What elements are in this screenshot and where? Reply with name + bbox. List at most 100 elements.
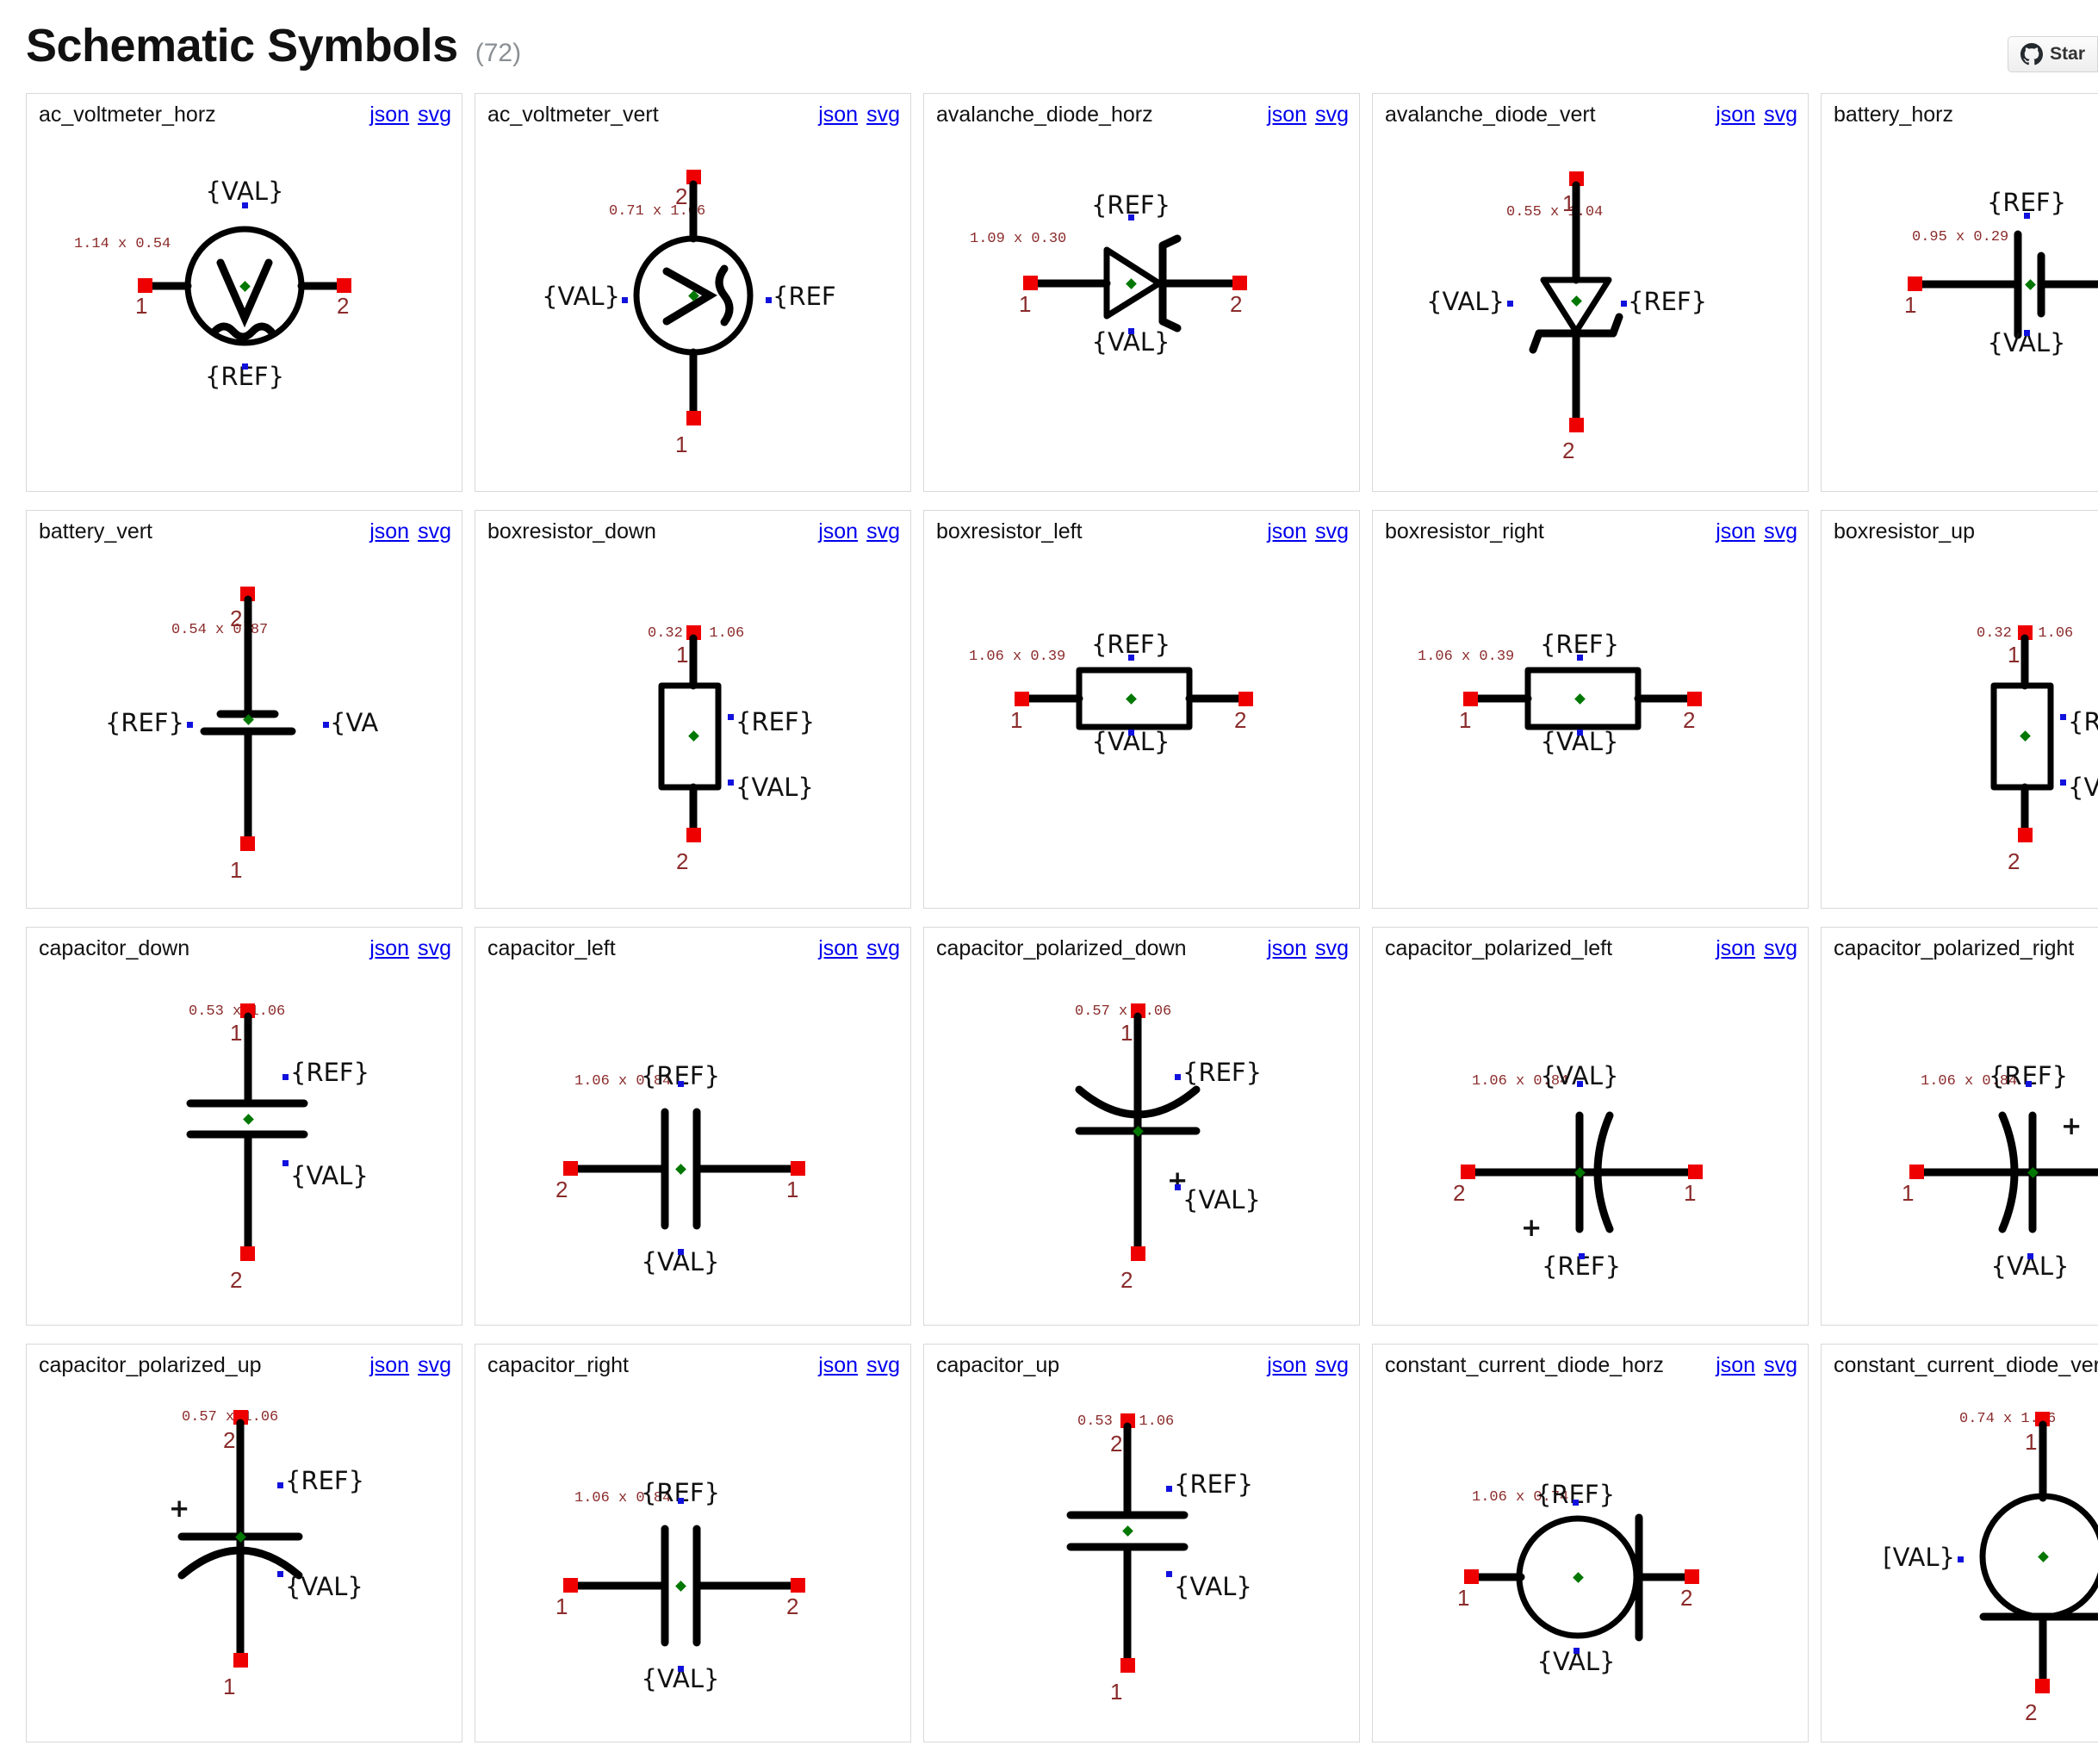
symbol-card-battery_horz[interactable]: battery_horz {REF} 0.95 x 0.29 1 2 {VAL [1821, 93, 2098, 492]
symbol-grid: ac_voltmeter_horz json svg {VAL} 1.14 x 0… [26, 93, 2098, 1742]
pin-square-2 [1687, 692, 1702, 706]
pin-square-1 [791, 1161, 805, 1176]
json-link[interactable]: json [369, 102, 410, 127]
pin-number-2: 2 [1680, 1585, 1692, 1611]
json-link[interactable]: json [818, 102, 859, 127]
github-star-button[interactable]: Star [2008, 36, 2098, 72]
svg-link[interactable]: svg [866, 1353, 900, 1377]
pin-square-2 [791, 1578, 805, 1593]
symbol-card-capacitor_down[interactable]: capacitor_down json svg 0.53 x 1.06 1 2 [26, 927, 462, 1326]
symbol-card-constant_current_diode_horz[interactable]: constant_current_diode_horz json svg 1.06… [1372, 1344, 1809, 1742]
dimension-label: 1.06 x 0.84 [574, 1490, 671, 1506]
anchor-dot [1175, 1074, 1181, 1080]
symbol-card-capacitor_right[interactable]: capacitor_right json svg 1.06 x 0.84 {REF… [475, 1344, 911, 1742]
json-link[interactable]: json [1716, 519, 1756, 543]
symbol-card-battery_vert[interactable]: battery_vert json svg 2 0.54 x 0.87 1 [26, 510, 462, 909]
symbol-card-boxresistor_left[interactable]: boxresistor_left json svg {REF} 1.06 x 0.… [923, 510, 1360, 909]
json-link[interactable]: json [818, 1353, 859, 1377]
card-links: json svg [818, 936, 900, 961]
svg-link[interactable]: svg [866, 936, 900, 960]
json-link[interactable]: json [1267, 102, 1307, 127]
symbol-drawing: 0.57 x 1.06 1 2 {REF} + {VAL} [924, 969, 1361, 1322]
svg-link[interactable]: svg [1315, 519, 1349, 543]
pin-number-2: 2 [556, 1177, 568, 1202]
anchor-dot [1958, 1556, 1964, 1562]
origin-marker [2038, 1551, 2049, 1562]
json-link[interactable]: json [818, 519, 859, 543]
card-header: ac_voltmeter_horz json svg [39, 102, 451, 127]
symbol-card-capacitor_polarized_up[interactable]: capacitor_polarized_up json svg 0.57 x 1.… [26, 1344, 462, 1742]
svg-link[interactable]: svg [418, 936, 451, 960]
ref-label: {REF} [1628, 287, 1707, 316]
pin-number-1: 1 [1120, 1020, 1133, 1046]
anchor-dot [622, 297, 628, 303]
json-link[interactable]: json [1267, 1353, 1307, 1377]
symbol-card-avalanche_diode_horz[interactable]: avalanche_diode_horz json svg {REF} 1.09 … [923, 93, 1360, 492]
avalanche-hook-top [1158, 234, 1182, 250]
svg-link[interactable]: svg [418, 1353, 451, 1377]
symbol-drawing: 1.06 x 0.84 {VAL} 2 1 + {REF} [1373, 969, 1809, 1322]
svg-link[interactable]: svg [1764, 519, 1797, 543]
svg-link[interactable]: svg [418, 102, 451, 127]
symbol-card-capacitor_polarized_left[interactable]: capacitor_polarized_left json svg 1.06 x … [1372, 927, 1809, 1326]
pin-number-2: 2 [2008, 848, 2020, 874]
anchor-dot [282, 1074, 289, 1080]
card-links: json svg [369, 936, 451, 961]
card-header: capacitor_polarized_left json svg [1385, 936, 1797, 961]
json-link[interactable]: json [1716, 936, 1756, 960]
github-icon [2020, 43, 2044, 65]
svg-link[interactable]: svg [1764, 1353, 1797, 1377]
svg-link[interactable]: svg [1764, 102, 1797, 127]
pin-number-2: 2 [2025, 1699, 2037, 1725]
symbol-card-ac_voltmeter_vert[interactable]: ac_voltmeter_vert json svg 2 0.71 x 1.06 … [475, 93, 911, 492]
svg-link[interactable]: svg [1315, 936, 1349, 960]
ref-label: {REF} [290, 1058, 369, 1087]
card-header: battery_horz [1834, 102, 2098, 127]
json-link[interactable]: json [1716, 102, 1756, 127]
svg-link[interactable]: svg [1315, 1353, 1349, 1377]
pin-number-1: 1 [1457, 1585, 1469, 1611]
svg-link[interactable]: svg [866, 102, 900, 127]
json-link[interactable]: json [369, 936, 410, 960]
origin-marker [675, 1581, 686, 1592]
anchor-dot [323, 722, 329, 728]
anchor-dot [277, 1571, 283, 1577]
symbol-drawing: 1.06 x 0.84 {REF} 1 2 + {VAL} [1822, 969, 2098, 1322]
symbol-card-capacitor_polarized_down[interactable]: capacitor_polarized_down json svg 0.57 x … [923, 927, 1360, 1326]
anchor-dot [1128, 730, 1134, 736]
origin-marker [675, 1164, 686, 1175]
val-label: {VAL} [2068, 773, 2098, 802]
ref-label: {REF} [1091, 630, 1170, 659]
pin-number-1: 1 [1459, 707, 1471, 733]
symbol-drawing: 1.06 x 0.84 {REF} 1 2 {VAL} [475, 1386, 912, 1739]
card-header: boxresistor_up [1834, 519, 2098, 544]
symbol-card-constant_current_diode_vert[interactable]: constant_current_diode_vert 0.74 x 1.06 … [1821, 1344, 2098, 1742]
json-link[interactable]: json [369, 519, 410, 543]
pin-number-2: 2 [230, 606, 242, 631]
svg-link[interactable]: svg [1315, 102, 1349, 127]
pin-number-1: 1 [1019, 291, 1031, 317]
anchor-dot [2060, 714, 2066, 720]
symbol-card-boxresistor_up[interactable]: boxresistor_up 0.32 x 1.06 1 2 {REF} {VA… [1821, 510, 2098, 909]
json-link[interactable]: json [818, 936, 859, 960]
github-star-widget[interactable]: Star [2008, 36, 2098, 72]
pin-number-1: 1 [135, 293, 147, 319]
svg-link[interactable]: svg [866, 519, 900, 543]
pin-number-2: 2 [223, 1427, 235, 1453]
svg-link[interactable]: svg [418, 519, 451, 543]
symbol-card-boxresistor_right[interactable]: boxresistor_right json svg {REF} 1.06 x 0… [1372, 510, 1809, 909]
origin-marker [1573, 1572, 1584, 1583]
symbol-card-capacitor_polarized_right[interactable]: capacitor_polarized_right 1.06 x 0.84 {R… [1821, 927, 2098, 1326]
symbol-card-capacitor_left[interactable]: capacitor_left json svg 1.06 x 0.84 {REF}… [475, 927, 911, 1326]
json-link[interactable]: json [1267, 519, 1307, 543]
card-header: boxresistor_right json svg [1385, 519, 1797, 544]
json-link[interactable]: json [369, 1353, 410, 1377]
svg-link[interactable]: svg [1764, 936, 1797, 960]
json-link[interactable]: json [1267, 936, 1307, 960]
symbol-card-avalanche_diode_vert[interactable]: avalanche_diode_vert json svg 1 0.55 x 1.… [1372, 93, 1809, 492]
json-link[interactable]: json [1716, 1353, 1756, 1377]
symbol-name: capacitor_left [487, 936, 616, 960]
symbol-card-ac_voltmeter_horz[interactable]: ac_voltmeter_horz json svg {VAL} 1.14 x 0… [26, 93, 462, 492]
